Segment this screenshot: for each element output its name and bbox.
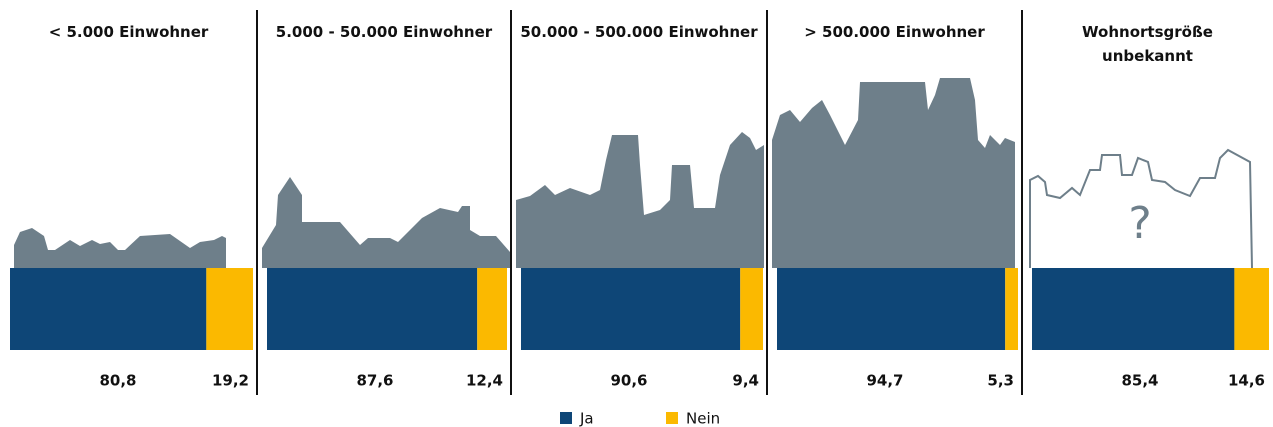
value-label: 87,6 xyxy=(356,372,393,390)
legend-swatch xyxy=(560,412,572,424)
panel-title: > 500.000 Einwohner xyxy=(804,23,985,41)
metropolis-skyline xyxy=(772,78,1015,268)
value-label: 85,4 xyxy=(1121,372,1158,390)
unknown-skyline xyxy=(1029,148,1253,269)
village-skyline xyxy=(14,228,226,268)
value-label: 14,6 xyxy=(1228,372,1265,390)
panel-title: 50.000 - 500.000 Einwohner xyxy=(520,23,758,41)
value-label: 80,8 xyxy=(99,372,136,390)
value-label: 5,3 xyxy=(987,372,1014,390)
value-label: 19,2 xyxy=(212,372,249,390)
skylines xyxy=(14,78,1015,268)
panel-title: < 5.000 Einwohner xyxy=(48,23,209,41)
crowd-segment xyxy=(740,268,763,350)
crowd-segment xyxy=(1032,268,1235,350)
town-skyline xyxy=(262,177,510,268)
value-label: 12,4 xyxy=(466,372,503,390)
legend-swatch xyxy=(666,412,678,424)
panel-separators xyxy=(256,10,1023,395)
value-label: 94,7 xyxy=(866,372,903,390)
value-label: 9,4 xyxy=(732,372,759,390)
panel-title: Wohnortsgröße unbekannt xyxy=(1082,23,1213,65)
city-skyline xyxy=(516,132,764,268)
crowd-segment xyxy=(1005,268,1018,350)
annotation: ? xyxy=(1128,198,1151,249)
crowd-segment xyxy=(777,268,1006,350)
crowd-segment xyxy=(267,268,478,350)
crowd-segment xyxy=(477,268,507,350)
legend-label: Nein xyxy=(686,410,720,427)
legend-label: Ja xyxy=(579,410,594,427)
value-label: 90,6 xyxy=(610,372,647,390)
crowd-segment xyxy=(206,268,253,350)
crowd-segment xyxy=(1234,268,1269,350)
crowd-segment xyxy=(521,268,741,350)
crowd-segment xyxy=(10,268,207,350)
panel-title: 5.000 - 50.000 Einwohner xyxy=(275,23,493,41)
